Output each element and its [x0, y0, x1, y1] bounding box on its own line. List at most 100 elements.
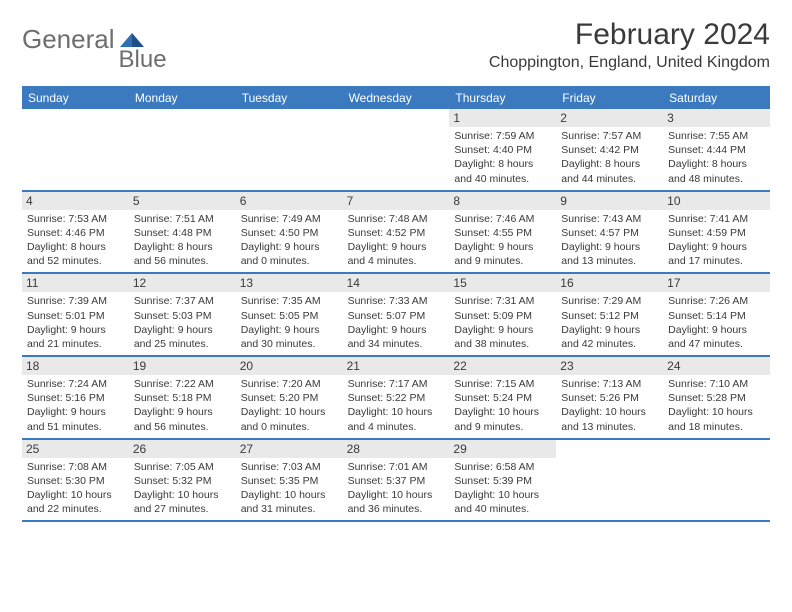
day-number: 29 [449, 440, 556, 458]
calendar-cell: 1 Sunrise: 7:59 AMSunset: 4:40 PMDaylight… [449, 109, 556, 190]
day-info: Sunrise: 7:59 AMSunset: 4:40 PMDaylight:… [454, 129, 551, 186]
day-info: Sunrise: 7:20 AMSunset: 5:20 PMDaylight:… [241, 377, 338, 434]
day-info: Sunrise: 7:29 AMSunset: 5:12 PMDaylight:… [561, 294, 658, 351]
calendar-cell: 10Sunrise: 7:41 AMSunset: 4:59 PMDayligh… [663, 192, 770, 273]
calendar-cell: . [556, 440, 663, 521]
day-info: Sunrise: 7:43 AMSunset: 4:57 PMDaylight:… [561, 212, 658, 269]
day-number: 24 [663, 357, 770, 375]
calendar-cell: 9 Sunrise: 7:43 AMSunset: 4:57 PMDaylight… [556, 192, 663, 273]
day-number: 22 [449, 357, 556, 375]
calendar-cell: 14 Sunrise: 7:33 AMSunset: 5:07 PMDayligh… [343, 274, 450, 355]
day-number: 9 [556, 192, 663, 210]
header: General Blue February 2024 Choppington, … [22, 18, 770, 72]
day-header: Wednesday [343, 88, 450, 109]
calendar-cell: 11 Sunrise: 7:39 AMSunset: 5:01 PMDayligh… [22, 274, 129, 355]
weeks-container: ....1Sunrise: 7:59 AMSunset: 4:40 PMDayl… [22, 109, 770, 522]
day-info: Sunrise: 7:08 AMSunset: 5:30 PMDaylight:… [27, 460, 124, 517]
title-block: February 2024 Choppington, England, Unit… [489, 18, 770, 72]
day-number: 12 [129, 274, 236, 292]
day-info: Sunrise: 7:35 AMSunset: 5:05 PMDaylight:… [241, 294, 338, 351]
calendar-cell: . [663, 440, 770, 521]
calendar-cell: 20 Sunrise: 7:20 AMSunset: 5:20 PMDayligh… [236, 357, 343, 438]
calendar-cell: 17 Sunrise: 7:26 AMSunset: 5:14 PMDayligh… [663, 274, 770, 355]
day-number: 16 [556, 274, 663, 292]
day-number: 20 [236, 357, 343, 375]
day-header: Thursday [449, 88, 556, 109]
calendar-cell: . [236, 109, 343, 190]
day-info: Sunrise: 7:13 AMSunset: 5:26 PMDaylight:… [561, 377, 658, 434]
calendar-cell: 22 Sunrise: 7:15 AMSunset: 5:24 PMDayligh… [449, 357, 556, 438]
calendar-cell: 21Sunrise: 7:17 AMSunset: 5:22 PMDayligh… [343, 357, 450, 438]
month-title: February 2024 [489, 18, 770, 52]
day-info: Sunrise: 7:10 AMSunset: 5:28 PMDaylight:… [668, 377, 765, 434]
day-number: 3 [663, 109, 770, 127]
calendar-cell: 6 Sunrise: 7:49 AMSunset: 4:50 PMDaylight… [236, 192, 343, 273]
day-header-row: SundayMondayTuesdayWednesdayThursdayFrid… [22, 88, 770, 109]
day-info: Sunrise: 7:49 AMSunset: 4:50 PMDaylight:… [241, 212, 338, 269]
logo-text-blue: Blue [119, 46, 167, 74]
week-row: 18Sunrise: 7:24 AMSunset: 5:16 PMDayligh… [22, 357, 770, 440]
logo: General Blue [22, 18, 195, 55]
day-number: 25 [22, 440, 129, 458]
calendar-cell: . [343, 109, 450, 190]
week-row: ....1Sunrise: 7:59 AMSunset: 4:40 PMDayl… [22, 109, 770, 192]
calendar-cell: 5 Sunrise: 7:51 AMSunset: 4:48 PMDaylight… [129, 192, 236, 273]
calendar-cell: 3 Sunrise: 7:55 AMSunset: 4:44 PMDaylight… [663, 109, 770, 190]
day-info: Sunrise: 7:31 AMSunset: 5:09 PMDaylight:… [454, 294, 551, 351]
day-info: Sunrise: 7:37 AMSunset: 5:03 PMDaylight:… [134, 294, 231, 351]
day-info: Sunrise: 7:51 AMSunset: 4:48 PMDaylight:… [134, 212, 231, 269]
day-info: Sunrise: 7:05 AMSunset: 5:32 PMDaylight:… [134, 460, 231, 517]
day-info: Sunrise: 7:22 AMSunset: 5:18 PMDaylight:… [134, 377, 231, 434]
week-row: 25 Sunrise: 7:08 AMSunset: 5:30 PMDayligh… [22, 440, 770, 523]
calendar-cell: 26 Sunrise: 7:05 AMSunset: 5:32 PMDayligh… [129, 440, 236, 521]
day-info: Sunrise: 7:01 AMSunset: 5:37 PMDaylight:… [348, 460, 445, 517]
calendar-cell: 4 Sunrise: 7:53 AMSunset: 4:46 PMDaylight… [22, 192, 129, 273]
day-number: 13 [236, 274, 343, 292]
calendar-cell: 19 Sunrise: 7:22 AMSunset: 5:18 PMDayligh… [129, 357, 236, 438]
day-info: Sunrise: 7:55 AMSunset: 4:44 PMDaylight:… [668, 129, 765, 186]
day-header: Sunday [22, 88, 129, 109]
day-number: 27 [236, 440, 343, 458]
calendar-cell: 8 Sunrise: 7:46 AMSunset: 4:55 PMDaylight… [449, 192, 556, 273]
day-number: 19 [129, 357, 236, 375]
calendar-cell: 18Sunrise: 7:24 AMSunset: 5:16 PMDayligh… [22, 357, 129, 438]
day-info: Sunrise: 7:46 AMSunset: 4:55 PMDaylight:… [454, 212, 551, 269]
day-info: Sunrise: 7:24 AMSunset: 5:16 PMDaylight:… [27, 377, 124, 434]
day-number: 26 [129, 440, 236, 458]
day-header: Tuesday [236, 88, 343, 109]
day-number: 1 [449, 109, 556, 127]
day-info: Sunrise: 6:58 AMSunset: 5:39 PMDaylight:… [454, 460, 551, 517]
day-number: 7 [343, 192, 450, 210]
day-header: Saturday [663, 88, 770, 109]
day-info: Sunrise: 7:03 AMSunset: 5:35 PMDaylight:… [241, 460, 338, 517]
day-info: Sunrise: 7:17 AMSunset: 5:22 PMDaylight:… [348, 377, 445, 434]
calendar-cell: 29 Sunrise: 6:58 AMSunset: 5:39 PMDayligh… [449, 440, 556, 521]
day-number: 8 [449, 192, 556, 210]
day-info: Sunrise: 7:39 AMSunset: 5:01 PMDaylight:… [27, 294, 124, 351]
calendar-cell: . [129, 109, 236, 190]
day-header: Friday [556, 88, 663, 109]
day-info: Sunrise: 7:53 AMSunset: 4:46 PMDaylight:… [27, 212, 124, 269]
calendar-cell: 27 Sunrise: 7:03 AMSunset: 5:35 PMDayligh… [236, 440, 343, 521]
day-number: 11 [22, 274, 129, 292]
calendar-cell: . [22, 109, 129, 190]
calendar-cell: 13 Sunrise: 7:35 AMSunset: 5:05 PMDayligh… [236, 274, 343, 355]
day-number: 23 [556, 357, 663, 375]
day-info: Sunrise: 7:57 AMSunset: 4:42 PMDaylight:… [561, 129, 658, 186]
day-number: 5 [129, 192, 236, 210]
calendar-cell: 23 Sunrise: 7:13 AMSunset: 5:26 PMDayligh… [556, 357, 663, 438]
calendar: SundayMondayTuesdayWednesdayThursdayFrid… [22, 86, 770, 522]
day-number: 10 [663, 192, 770, 210]
day-number: 15 [449, 274, 556, 292]
day-info: Sunrise: 7:15 AMSunset: 5:24 PMDaylight:… [454, 377, 551, 434]
day-info: Sunrise: 7:33 AMSunset: 5:07 PMDaylight:… [348, 294, 445, 351]
day-number: 28 [343, 440, 450, 458]
day-number: 4 [22, 192, 129, 210]
day-number: 6 [236, 192, 343, 210]
calendar-cell: 12 Sunrise: 7:37 AMSunset: 5:03 PMDayligh… [129, 274, 236, 355]
calendar-cell: 15 Sunrise: 7:31 AMSunset: 5:09 PMDayligh… [449, 274, 556, 355]
day-number: 17 [663, 274, 770, 292]
day-number: 14 [343, 274, 450, 292]
day-info: Sunrise: 7:26 AMSunset: 5:14 PMDaylight:… [668, 294, 765, 351]
calendar-cell: 7Sunrise: 7:48 AMSunset: 4:52 PMDaylight… [343, 192, 450, 273]
